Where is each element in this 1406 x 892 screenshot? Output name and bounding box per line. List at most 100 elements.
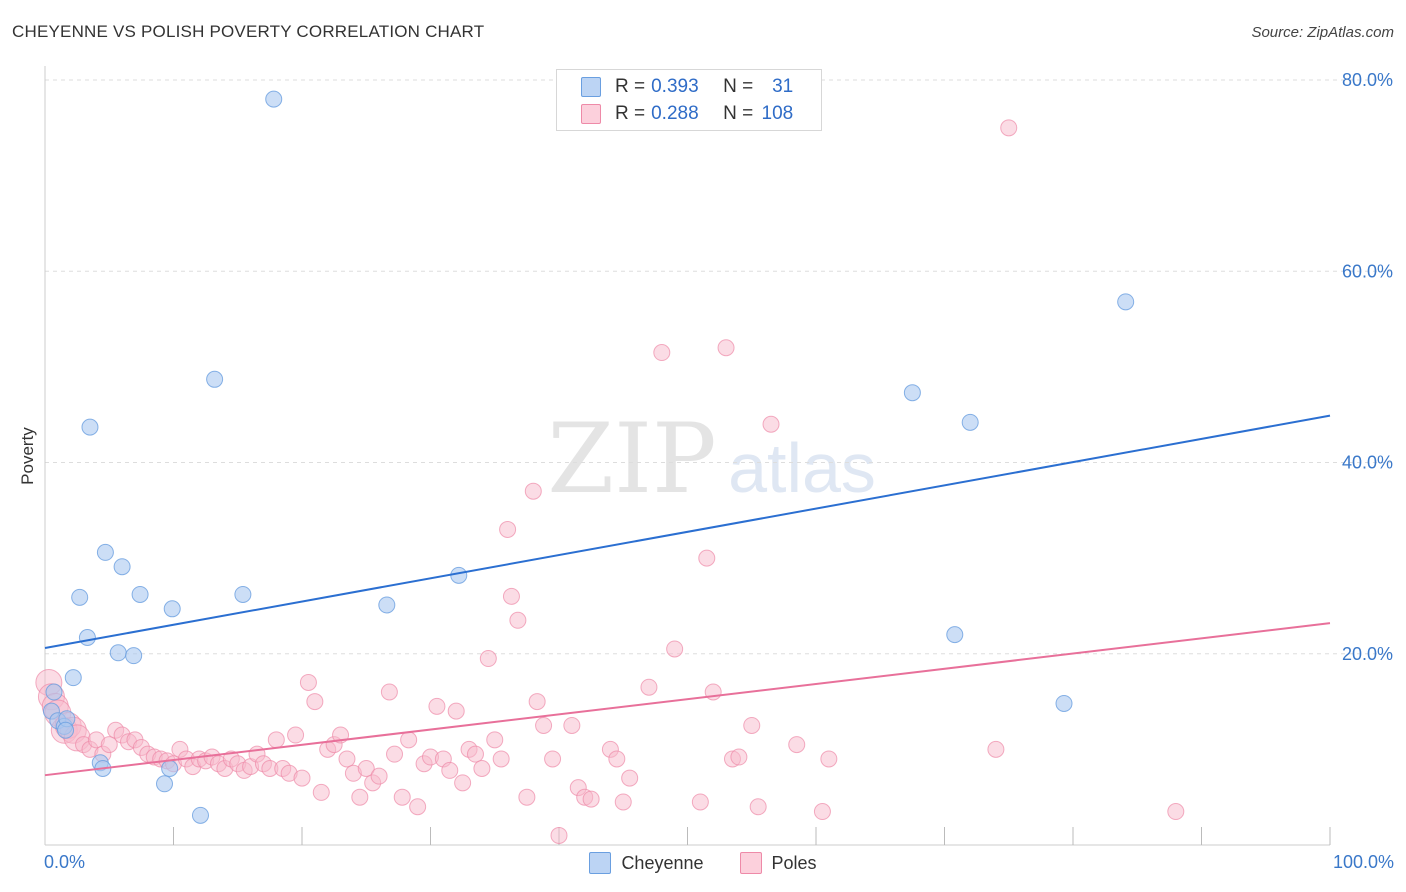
poles-point	[293, 769, 311, 787]
poles-point	[502, 587, 520, 605]
cheyenne-point	[131, 585, 149, 603]
poles-point	[100, 736, 118, 754]
poles-point	[762, 415, 780, 433]
cheyenne-point	[156, 775, 174, 793]
legend-row-cheyenne: R = 0.393 N = 31	[581, 76, 793, 98]
cheyenne-point	[78, 628, 96, 646]
bottom-swatch-poles	[739, 852, 762, 874]
poles-point	[351, 788, 369, 806]
poles-point	[486, 731, 504, 749]
poles-point	[987, 740, 1005, 758]
poles-point	[306, 693, 324, 711]
poles-point	[287, 726, 305, 744]
legend-n-label: N =	[723, 103, 754, 124]
poles-point	[499, 520, 517, 538]
poles-point	[717, 339, 735, 357]
poles-point	[428, 697, 446, 715]
poles-point	[666, 640, 684, 658]
poles-point	[528, 693, 546, 711]
legend-box: R = 0.393 N = 31 R = 0.288 N = 108	[556, 69, 822, 131]
poles-point	[749, 798, 767, 816]
bottom-legend-label: Poles	[771, 852, 817, 873]
poles-point	[691, 793, 709, 811]
poles-point	[447, 702, 465, 720]
grid-lines	[45, 79, 1392, 655]
bottom-legend-label: Cheyenne	[621, 852, 704, 873]
y-tick-label: 20.0%	[1342, 644, 1393, 664]
bottom-swatch-cheyenne	[589, 852, 612, 874]
poles-point	[357, 760, 375, 777]
legend-swatch-cheyenne	[581, 77, 601, 97]
poles-point	[535, 716, 553, 734]
cheyenne-point	[109, 644, 127, 662]
cheyenne-point	[450, 566, 468, 584]
cheyenne-point	[113, 558, 131, 576]
cheyenne-point	[96, 543, 114, 561]
poles-point	[1167, 803, 1185, 821]
y-tick-labels: 20.0% 40.0% 60.0% 80.0%	[1342, 70, 1393, 664]
poles-point	[563, 716, 581, 734]
poles-point	[820, 750, 838, 768]
poles-point	[441, 761, 459, 779]
chart-title: CHEYENNE VS POLISH POVERTY CORRELATION C…	[12, 22, 485, 41]
cheyenne-point	[1055, 694, 1073, 712]
poles-point	[813, 803, 831, 821]
cheyenne-point	[45, 683, 63, 701]
cheyenne-point	[378, 596, 396, 614]
cheyenne-point	[163, 600, 181, 618]
poles-point	[640, 678, 658, 696]
poles-point	[409, 798, 427, 816]
legend-r-label: R =	[615, 76, 646, 97]
poles-point	[698, 549, 716, 567]
chart-source: Source: ZipAtlas.com	[1251, 24, 1394, 41]
legend-n-value: 108	[761, 103, 794, 124]
watermark: ZIP atlas	[547, 403, 876, 515]
legend-r-label: R =	[615, 103, 646, 124]
poles-point	[608, 750, 626, 768]
poles-point	[524, 482, 542, 500]
cheyenne-point	[1117, 293, 1135, 311]
cheyenne-point	[161, 760, 179, 777]
poles-point	[550, 826, 568, 844]
poles-point	[479, 650, 497, 668]
cheyenne-point	[57, 721, 75, 739]
y-tick-label: 80.0%	[1342, 70, 1393, 90]
legend-r-value: 0.393	[651, 76, 699, 97]
cheyenne-point	[903, 384, 921, 402]
x-tick-max: 100.0%	[1332, 852, 1394, 872]
poles-point	[544, 750, 562, 768]
legend-n-value: 31	[772, 76, 794, 97]
y-tick-label: 40.0%	[1342, 453, 1393, 473]
cheyenne-point	[81, 418, 99, 436]
legend-n-label: N =	[723, 76, 754, 97]
poles-point	[653, 344, 671, 362]
legend-swatch-poles	[581, 104, 601, 124]
bottom-legend-cheyenne: Cheyenne	[589, 852, 704, 874]
x-tick-min: 0.0%	[44, 852, 86, 872]
poles-point	[473, 760, 491, 777]
cheyenne-point	[234, 585, 252, 603]
poles-point	[400, 731, 418, 749]
poles-point	[386, 745, 404, 763]
poles-point	[312, 783, 330, 801]
bottom-legend: Cheyenne Poles	[0, 852, 1406, 874]
cheyenne-point	[64, 669, 82, 687]
watermark-zip: ZIP	[547, 403, 716, 515]
cheyenne-point	[125, 647, 143, 665]
cheyenne-point	[265, 90, 283, 108]
cheyenne-point	[961, 413, 979, 431]
legend-r-value: 0.288	[651, 103, 699, 124]
poles-point	[393, 788, 411, 806]
poles-point	[370, 767, 388, 785]
poles-point	[299, 673, 317, 691]
poles-point	[788, 736, 806, 754]
poles-point	[492, 750, 510, 768]
legend-row-poles: R = 0.288 N = 108	[581, 103, 793, 125]
cheyenne-trend-line	[44, 414, 1331, 649]
poles-point	[1000, 119, 1018, 137]
poles-point	[743, 716, 761, 734]
poles-point	[454, 774, 472, 792]
poles-point	[614, 793, 632, 811]
poles-point	[267, 731, 285, 749]
